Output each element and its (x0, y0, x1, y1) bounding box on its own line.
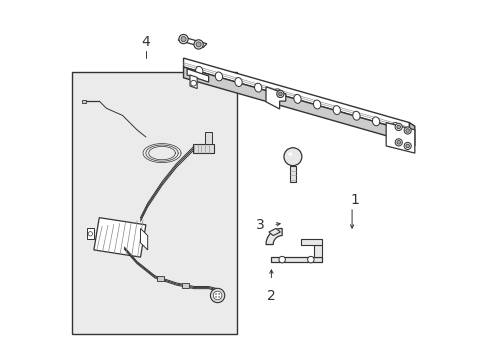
Text: 4: 4 (141, 35, 150, 49)
Ellipse shape (372, 117, 379, 126)
Text: 1: 1 (349, 193, 358, 207)
Ellipse shape (293, 94, 301, 103)
Circle shape (210, 288, 224, 303)
Polygon shape (265, 87, 285, 109)
Polygon shape (301, 239, 321, 244)
Bar (156, 276, 163, 282)
Circle shape (394, 123, 402, 131)
Ellipse shape (195, 66, 203, 75)
Circle shape (307, 256, 313, 263)
Polygon shape (386, 123, 414, 153)
Bar (289, 166, 295, 182)
Circle shape (215, 296, 216, 298)
Polygon shape (271, 257, 321, 262)
Circle shape (218, 296, 220, 298)
Circle shape (396, 140, 400, 144)
Polygon shape (140, 228, 147, 250)
Polygon shape (178, 37, 206, 47)
Polygon shape (268, 228, 280, 235)
Bar (182, 283, 188, 288)
Circle shape (405, 129, 408, 132)
Ellipse shape (391, 122, 399, 131)
Circle shape (179, 35, 188, 44)
Polygon shape (265, 228, 282, 244)
Bar (204, 132, 211, 144)
Bar (72, 72, 237, 334)
Circle shape (181, 37, 185, 41)
Circle shape (403, 127, 410, 134)
Circle shape (284, 148, 301, 166)
Polygon shape (190, 75, 197, 89)
Polygon shape (183, 67, 408, 142)
Circle shape (405, 144, 408, 148)
Circle shape (278, 92, 282, 96)
Circle shape (278, 256, 285, 263)
Ellipse shape (274, 89, 281, 98)
Circle shape (194, 40, 203, 49)
Circle shape (88, 231, 92, 236)
Ellipse shape (313, 100, 320, 109)
Polygon shape (86, 228, 94, 239)
Circle shape (196, 42, 201, 47)
Ellipse shape (352, 111, 359, 120)
Bar (192, 144, 214, 153)
Polygon shape (187, 69, 208, 82)
Bar (82, 100, 85, 103)
Ellipse shape (234, 78, 242, 86)
Circle shape (394, 139, 402, 146)
Circle shape (190, 80, 196, 86)
Polygon shape (408, 123, 414, 146)
Polygon shape (183, 58, 408, 132)
Polygon shape (314, 244, 321, 257)
Polygon shape (94, 218, 145, 257)
Ellipse shape (254, 83, 261, 92)
Text: 2: 2 (266, 289, 275, 303)
Circle shape (396, 125, 400, 129)
Ellipse shape (332, 105, 340, 114)
Ellipse shape (215, 72, 222, 81)
Text: 3: 3 (255, 218, 264, 232)
Circle shape (276, 90, 284, 98)
Circle shape (218, 293, 220, 295)
Circle shape (213, 291, 222, 300)
Ellipse shape (288, 153, 292, 156)
Circle shape (403, 142, 410, 149)
Circle shape (215, 293, 216, 295)
